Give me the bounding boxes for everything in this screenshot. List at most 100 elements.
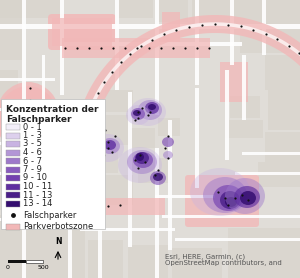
- Point: [93, 203, 98, 207]
- Point: [133, 158, 137, 162]
- Ellipse shape: [153, 173, 163, 181]
- Point: [87, 46, 92, 50]
- Ellipse shape: [148, 104, 156, 110]
- Bar: [155, 148, 159, 278]
- Polygon shape: [85, 198, 165, 215]
- Bar: [0, 0, 60, 18]
- FancyBboxPatch shape: [26, 168, 72, 194]
- Point: [297, 51, 300, 56]
- Text: 11 - 13: 11 - 13: [23, 190, 52, 200]
- Bar: [220, 62, 248, 102]
- Point: [118, 203, 122, 207]
- Polygon shape: [74, 15, 300, 199]
- Point: [128, 51, 133, 56]
- Point: [28, 123, 32, 127]
- Point: [136, 110, 140, 114]
- Ellipse shape: [131, 108, 145, 120]
- Bar: [0, 108, 35, 111]
- Point: [147, 46, 152, 50]
- Bar: [235, 172, 300, 175]
- Bar: [162, 215, 300, 218]
- Bar: [98, 118, 102, 278]
- FancyBboxPatch shape: [185, 175, 259, 227]
- Bar: [80, 228, 175, 231]
- Point: [33, 136, 38, 140]
- Ellipse shape: [163, 151, 173, 159]
- Ellipse shape: [225, 178, 265, 214]
- Point: [90, 102, 95, 107]
- Point: [226, 203, 230, 207]
- Bar: [105, 90, 133, 112]
- Point: [111, 46, 116, 50]
- Point: [171, 46, 176, 50]
- Bar: [88, 240, 123, 278]
- Point: [135, 46, 140, 50]
- Ellipse shape: [138, 100, 162, 120]
- Bar: [40, 230, 85, 278]
- Text: 3 - 5: 3 - 5: [23, 140, 42, 148]
- Bar: [6, 141, 20, 147]
- Bar: [6, 183, 20, 190]
- Point: [161, 32, 166, 36]
- Bar: [242, 152, 300, 155]
- Point: [110, 150, 114, 154]
- Bar: [0, 218, 90, 221]
- Point: [150, 37, 154, 42]
- Bar: [6, 192, 20, 198]
- Ellipse shape: [190, 168, 250, 216]
- Point: [251, 27, 256, 32]
- Text: 13 - 14: 13 - 14: [23, 199, 52, 208]
- Ellipse shape: [0, 86, 59, 154]
- Point: [286, 44, 291, 48]
- Point: [183, 46, 188, 50]
- Bar: [195, 88, 199, 188]
- Polygon shape: [62, 38, 210, 58]
- Text: N: N: [55, 237, 61, 246]
- Ellipse shape: [135, 152, 149, 164]
- Text: 4 - 6: 4 - 6: [23, 148, 42, 157]
- Point: [63, 46, 68, 50]
- Bar: [0, 172, 30, 175]
- Ellipse shape: [136, 153, 144, 161]
- Ellipse shape: [145, 102, 159, 114]
- Point: [148, 110, 152, 114]
- Point: [216, 190, 220, 194]
- Bar: [6, 200, 20, 207]
- Point: [138, 44, 143, 48]
- Ellipse shape: [118, 147, 162, 183]
- Point: [223, 196, 227, 200]
- Point: [87, 189, 92, 194]
- Bar: [130, 128, 155, 148]
- Point: [84, 177, 88, 182]
- Point: [106, 204, 110, 208]
- Point: [240, 193, 244, 197]
- Point: [166, 156, 170, 160]
- Bar: [155, 0, 159, 115]
- Bar: [8, 260, 26, 263]
- Point: [232, 196, 237, 200]
- Ellipse shape: [130, 98, 166, 126]
- Ellipse shape: [127, 150, 157, 174]
- Bar: [192, 0, 300, 28]
- Bar: [60, 0, 64, 95]
- Bar: [0, 70, 18, 115]
- Point: [118, 60, 123, 64]
- Point: [103, 128, 107, 132]
- Bar: [0, 155, 20, 210]
- Bar: [42, 55, 45, 220]
- Point: [142, 160, 147, 164]
- Point: [28, 86, 32, 90]
- Point: [106, 146, 110, 150]
- Bar: [115, 0, 119, 90]
- Ellipse shape: [104, 140, 116, 150]
- Bar: [6, 175, 20, 181]
- Bar: [175, 238, 300, 241]
- Point: [102, 80, 107, 84]
- Bar: [68, 190, 72, 278]
- Bar: [0, 0, 22, 60]
- Ellipse shape: [0, 82, 61, 154]
- Text: 500: 500: [37, 265, 49, 270]
- Bar: [88, 148, 118, 173]
- Bar: [26, 260, 43, 263]
- Point: [156, 168, 161, 172]
